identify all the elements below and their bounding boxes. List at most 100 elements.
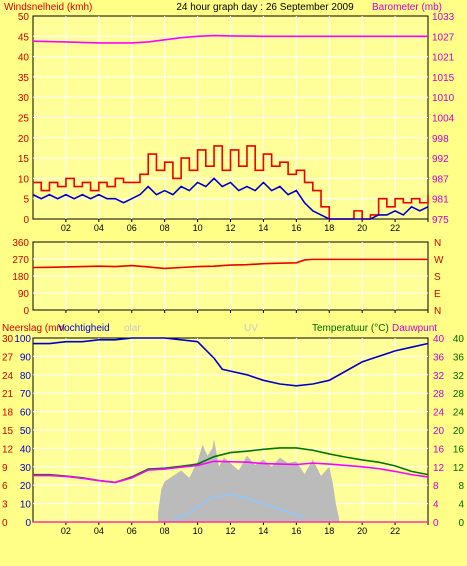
x-tick-label: 02 xyxy=(61,223,71,233)
y-tick-label: 0 xyxy=(23,306,29,317)
wind-average-series xyxy=(32,177,429,220)
y-tick-label: 36 xyxy=(453,352,465,363)
y-tick-label: 40 xyxy=(20,444,32,455)
y-tick-label: N xyxy=(434,306,441,317)
x-tick-label: 14 xyxy=(258,223,268,233)
y-tick-label: 40 xyxy=(18,53,30,64)
uv-axis-title: UV xyxy=(244,323,258,334)
y-tick-label: 12 xyxy=(2,444,14,455)
x-tick-label: 08 xyxy=(160,526,170,536)
y-tick-label: 9 xyxy=(2,463,8,474)
y-tick-label: 15 xyxy=(18,154,30,165)
y-tick-label: N xyxy=(434,238,441,249)
barometer-series xyxy=(32,34,428,44)
chart-title: 24 hour graph day : 26 September 2009 xyxy=(176,2,354,13)
y-tick-label: 20 xyxy=(18,134,30,145)
y-tick-label: 4 xyxy=(458,500,464,511)
y-tick-label: 30 xyxy=(20,463,32,474)
x-tick-label: 04 xyxy=(94,526,104,536)
x-tick-label: 02 xyxy=(61,526,71,536)
y-tick-label: 16 xyxy=(433,444,445,455)
y-tick-label: 1021 xyxy=(432,53,455,64)
y-tick-label: 24 xyxy=(453,408,465,419)
right-axis-title: Barometer (mb) xyxy=(372,2,442,13)
x-tick-label: 20 xyxy=(357,526,367,536)
y-tick-label: 35 xyxy=(18,73,30,84)
y-tick-label: 0 xyxy=(23,215,29,226)
y-tick-label: W xyxy=(434,255,444,266)
dewpoint-series xyxy=(33,460,429,484)
y-tick-label: 24 xyxy=(433,408,445,419)
x-tick-label: 18 xyxy=(324,223,334,233)
y-tick-label: 40 xyxy=(433,334,445,345)
y-tick-label: 90 xyxy=(20,352,32,363)
y-tick-label: 24 xyxy=(2,371,14,382)
y-tick-label: 1027 xyxy=(432,32,455,43)
y-tick-label: 0 xyxy=(2,518,8,529)
y-tick-label: 16 xyxy=(453,444,465,455)
y-tick-label: 992 xyxy=(432,154,449,165)
x-tick-label: 06 xyxy=(127,526,137,536)
x-tick-label: 14 xyxy=(258,526,268,536)
x-tick-label: 06 xyxy=(127,223,137,233)
y-tick-label: 1033 xyxy=(432,12,455,23)
y-tick-label: 36 xyxy=(433,352,445,363)
y-tick-label: 40 xyxy=(453,334,465,345)
y-tick-label: 10 xyxy=(20,500,32,511)
y-tick-label: 28 xyxy=(433,389,445,400)
x-tick-label: 04 xyxy=(94,223,104,233)
y-tick-label: 25 xyxy=(18,114,30,125)
y-tick-label: 90 xyxy=(18,289,30,300)
y-tick-label: 20 xyxy=(453,426,465,437)
y-tick-label: E xyxy=(434,289,441,300)
solar-radiation-area xyxy=(158,439,340,522)
x-tick-label: 20 xyxy=(357,223,367,233)
y-tick-label: 0 xyxy=(433,518,439,529)
y-tick-label: 45 xyxy=(18,32,30,43)
wind-direction-series xyxy=(32,258,428,270)
y-tick-label: 70 xyxy=(20,389,32,400)
y-tick-label: 18 xyxy=(2,408,14,419)
y-tick-label: 50 xyxy=(18,12,30,23)
x-tick-label: 16 xyxy=(291,223,301,233)
y-tick-label: 180 xyxy=(12,272,29,283)
y-tick-label: 981 xyxy=(432,195,449,206)
y-tick-label: 30 xyxy=(2,334,14,345)
y-tick-label: 270 xyxy=(12,255,29,266)
y-tick-label: 5 xyxy=(23,195,29,206)
y-tick-label: 1015 xyxy=(432,73,455,84)
y-tick-label: 80 xyxy=(20,371,32,382)
left-axis-title: Windsnelheid (kmh) xyxy=(4,2,92,13)
uv-series xyxy=(172,493,305,521)
y-tick-label: 32 xyxy=(433,371,445,382)
y-tick-label: 8 xyxy=(433,481,439,492)
y-tick-label: 8 xyxy=(458,481,464,492)
y-tick-label: 50 xyxy=(20,426,32,437)
x-tick-label: 22 xyxy=(390,223,400,233)
y-tick-label: 4 xyxy=(433,500,439,511)
x-tick-label: 18 xyxy=(324,526,334,536)
x-tick-label: 12 xyxy=(225,526,235,536)
y-tick-label: 27 xyxy=(2,352,14,363)
solar-axis-title: olar xyxy=(124,323,141,334)
y-tick-label: 28 xyxy=(453,389,465,400)
y-tick-label: 12 xyxy=(453,463,465,474)
y-tick-label: 975 xyxy=(432,215,449,226)
rain-axis-title: Neerslag (mm xyxy=(2,323,65,334)
y-tick-label: S xyxy=(434,272,441,283)
humidity-axis-title: Vochtigheid xyxy=(58,323,110,334)
y-tick-label: 1010 xyxy=(432,93,455,104)
panel-1: 02 04 06 08 10 12 14 16 18 20 22 Windsnelheid (kmh)… xyxy=(4,2,455,233)
y-tick-label: 20 xyxy=(20,481,32,492)
y-tick-label: 32 xyxy=(453,371,465,382)
y-tick-label: 1004 xyxy=(432,114,455,125)
temperature-axis-title: Temperatuur (°C) xyxy=(312,323,389,334)
y-tick-label: 12 xyxy=(433,463,445,474)
dewpoint-axis-title: Dauwpunt xyxy=(392,323,437,334)
y-tick-label: 6 xyxy=(2,481,8,492)
humidity-series xyxy=(33,337,429,387)
y-tick-label: 15 xyxy=(2,426,14,437)
y-tick-label: 30 xyxy=(18,93,30,104)
y-tick-label: 987 xyxy=(432,174,449,185)
